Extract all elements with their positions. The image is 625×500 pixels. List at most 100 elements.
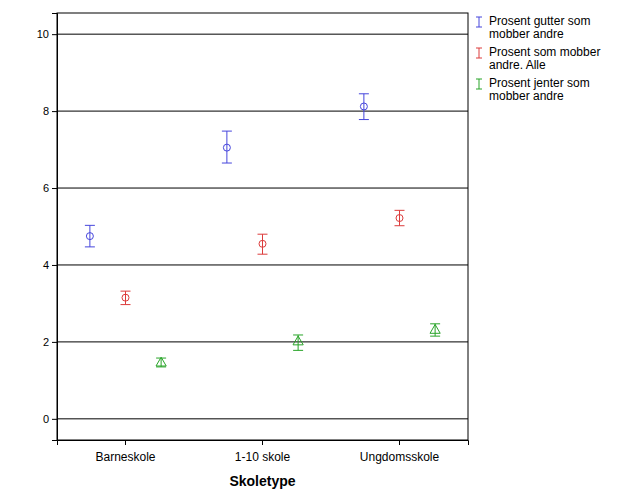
legend-symbol-cap: [476, 79, 482, 80]
y-tick: 2: [43, 336, 57, 348]
y-tick-label: 0: [43, 413, 49, 425]
error-stem: [125, 291, 126, 304]
error-bar: [293, 335, 303, 350]
error-stem: [363, 94, 364, 120]
error-cap-high: [258, 234, 268, 235]
x-tick-label: Barneskole: [95, 450, 155, 464]
error-cap-high: [395, 210, 405, 211]
legend-symbol: [479, 17, 480, 27]
error-bar: [359, 94, 369, 120]
point: [122, 294, 129, 301]
error-cap-low: [156, 366, 166, 367]
point: [293, 336, 303, 345]
y-tick-label: 10: [37, 28, 49, 40]
marks: [85, 94, 440, 367]
x-tick-mark: [262, 440, 263, 445]
legend-label: Prosent jenter sommobber andre: [489, 76, 590, 103]
error-cap-high: [121, 291, 131, 292]
legend-label: Prosent som mobberandre. Alle: [489, 45, 600, 72]
y-tick-mark: [52, 34, 57, 35]
error-cap-low: [222, 163, 232, 164]
error-bar: [430, 324, 440, 336]
series: [85, 94, 369, 247]
x-tick-mark: [125, 440, 126, 445]
x-axis-line: [58, 441, 469, 446]
grid-line: [57, 264, 468, 265]
error-bar: [222, 131, 232, 163]
legend-symbol-cap: [476, 17, 482, 18]
y-tick-label: 4: [43, 259, 49, 271]
series: [121, 210, 405, 304]
x-tick: Ungdomsskole: [360, 440, 440, 464]
error-cap-low: [293, 350, 303, 351]
legend-symbol-cap: [476, 48, 482, 49]
y-tick-label: 2: [43, 336, 49, 348]
x-tick-mark: [399, 440, 400, 445]
y-tick-mark: [52, 265, 57, 266]
error-stem: [226, 131, 227, 163]
point: [223, 144, 230, 151]
x-tick: Barneskole: [95, 440, 155, 464]
x-tick-label: 1-10 skole: [235, 450, 291, 464]
y-axis: 0 2 4 6 8 10: [37, 14, 58, 441]
grid-line: [57, 188, 468, 189]
error-cap-low: [121, 304, 131, 305]
point: [360, 103, 367, 110]
grid-line: [57, 34, 468, 35]
chart: 0 2 4 6 8 10 Barneskole 1-10 skole Ungdomsskole S…: [0, 0, 625, 500]
legend-symbol: [479, 79, 480, 89]
grid-line: [57, 418, 468, 419]
y-tick: 8: [43, 105, 57, 117]
x-tick-label: Ungdomsskole: [360, 450, 440, 464]
y-axis-line: [52, 14, 58, 441]
grid: [57, 34, 468, 419]
error-bar: [121, 291, 131, 304]
error-bar: [395, 210, 405, 225]
series: [156, 324, 440, 367]
error-cap-low: [258, 254, 268, 255]
x-tick: 1-10 skole: [235, 440, 291, 464]
error-cap-low: [395, 225, 405, 226]
legend-item: Prosent gutter sommobber andre: [476, 14, 590, 41]
legend-label: Prosent gutter sommobber andre: [489, 14, 590, 41]
y-tick-label: 6: [43, 182, 49, 194]
error-cap-high: [359, 93, 369, 94]
legend-item: Prosent som mobberandre. Alle: [476, 45, 600, 72]
legend-symbol-cap: [476, 58, 482, 59]
y-tick: 10: [37, 28, 57, 40]
error-stem: [399, 210, 400, 225]
y-tick: 4: [43, 259, 57, 271]
error-bar: [258, 234, 268, 254]
x-axis-title: Skoletype: [229, 473, 295, 489]
legend: Prosent gutter sommobber andre Prosent so…: [476, 14, 600, 103]
x-axis: Barneskole 1-10 skole Ungdomsskole: [58, 440, 469, 464]
point: [430, 324, 440, 333]
point: [396, 215, 403, 222]
error-cap-high: [85, 225, 95, 226]
y-tick: 0: [43, 413, 57, 425]
error-cap-high: [222, 131, 232, 132]
y-tick-mark: [52, 111, 57, 112]
plot-frame: [57, 13, 468, 440]
error-bar: [156, 358, 166, 367]
error-cap-low: [359, 119, 369, 120]
point: [86, 233, 93, 240]
y-tick-mark: [52, 342, 57, 343]
grid-line: [57, 341, 468, 342]
error-stem: [262, 234, 263, 254]
y-tick-mark: [52, 188, 57, 189]
legend-symbol-cap: [476, 27, 482, 28]
error-stem: [89, 225, 90, 247]
point: [259, 240, 266, 247]
legend-symbol-cap: [476, 89, 482, 90]
legend-symbol: [479, 48, 480, 58]
y-tick-label: 8: [43, 105, 49, 117]
legend-item: Prosent jenter sommobber andre: [476, 76, 590, 103]
grid-line: [57, 111, 468, 112]
error-cap-low: [430, 336, 440, 337]
y-tick-mark: [52, 419, 57, 420]
point: [156, 357, 166, 366]
y-tick: 6: [43, 182, 57, 194]
error-cap-low: [85, 246, 95, 247]
error-bar: [85, 225, 95, 247]
